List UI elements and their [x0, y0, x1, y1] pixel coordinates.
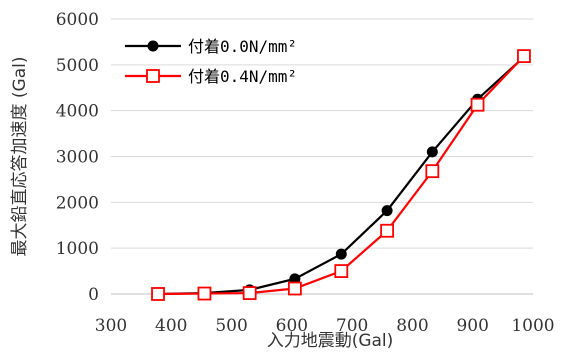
x-tick-label-3: 600: [276, 316, 308, 336]
legend-marker-0: [147, 40, 159, 52]
series-layer: [151, 49, 531, 301]
legend-entry-1: 付着0.4N/mm²: [125, 67, 297, 86]
series-1-point-8: [517, 49, 531, 64]
x-tick-label-1: 400: [155, 316, 187, 336]
legend: 付着0.0N/mm² 付着0.4N/mm²: [125, 37, 297, 86]
x-tick-label-5: 800: [396, 316, 428, 336]
legend-label-1: 付着0.4N/mm²: [188, 67, 297, 86]
y-tick-label-6: 6000: [56, 10, 99, 30]
x-tick-label-0: 300: [95, 316, 127, 336]
y-tick-label-5: 5000: [56, 56, 99, 76]
series-1-point-3: [287, 281, 302, 296]
gridlines: [111, 18, 533, 249]
x-tick-label-6: 900: [456, 316, 488, 336]
legend-entry-0: 付着0.0N/mm²: [125, 37, 297, 56]
legend-label-0: 付着0.0N/mm²: [188, 37, 297, 56]
y-tick-label-1: 1000: [56, 239, 99, 259]
x-tick-label-4: 700: [336, 316, 368, 336]
x-axis-title: 入力地震動(Gal): [267, 331, 394, 351]
series-1-point-1: [197, 286, 212, 301]
series-1-point-2: [242, 286, 257, 300]
series-0-point-4: [335, 248, 347, 260]
series-1-point-0: [151, 287, 165, 301]
y-tick-label-2: 2000: [56, 193, 99, 213]
tick-labels: 0 1000 2000 3000 4000 5000 6000 300 400 500 600 700…: [56, 10, 555, 336]
series-1-point-5: [380, 223, 395, 238]
legend-marker-1: [146, 69, 160, 83]
y-axis-title: 最大鉛直応答加速度 (Gal): [10, 57, 30, 257]
series-0-point-5: [381, 205, 393, 217]
series-1-point-6: [425, 164, 440, 179]
y-tick-label-0: 0: [88, 285, 99, 305]
series-1-point-7: [470, 97, 485, 112]
series-0-point-6: [426, 146, 438, 158]
y-tick-label-3: 3000: [56, 148, 99, 168]
x-tick-label-2: 500: [215, 316, 247, 336]
series-1-point-4: [334, 264, 349, 278]
x-tick-label-7: 1000: [511, 316, 554, 336]
y-tick-label-4: 4000: [56, 102, 99, 122]
